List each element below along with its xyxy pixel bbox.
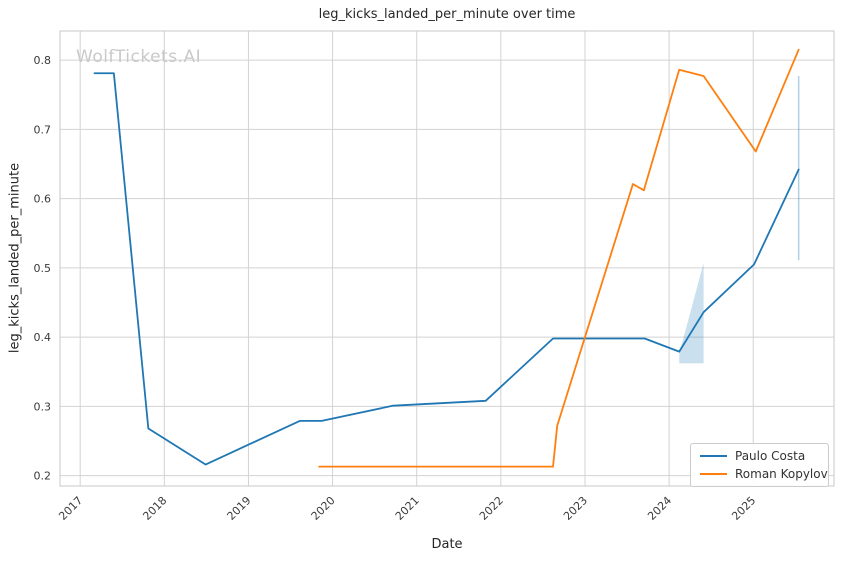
chart-title: leg_kicks_landed_per_minute over time [318, 7, 576, 22]
x-tick-label: 2018 [140, 494, 169, 523]
x-tick-label: 2022 [477, 494, 506, 523]
legend-label: Roman Kopylov [735, 467, 828, 481]
series-line-paulo-costa [93, 72, 800, 466]
y-tick-label: 0.7 [34, 123, 52, 136]
plot-border [59, 30, 835, 487]
x-tick-label: 2021 [393, 494, 422, 523]
legend-item-roman-kopylov: Roman Kopylov [700, 467, 828, 481]
y-tick-label: 0.2 [34, 470, 52, 483]
y-tick-label: 0.8 [34, 54, 52, 67]
x-tick-label: 2023 [561, 494, 590, 523]
x-tick-label: 2024 [645, 494, 674, 523]
x-axis-label: Date [431, 537, 463, 552]
legend-line-swatch [700, 473, 727, 475]
y-tick-label: 0.6 [34, 193, 52, 206]
y-axis-label: leg_kicks_landed_per_minute [7, 162, 23, 354]
x-tick-label: 2019 [225, 494, 254, 523]
legend-label: Paulo Costa [735, 449, 806, 463]
x-tick-label: 2017 [56, 494, 85, 523]
series-line-roman-kopylov [318, 48, 800, 468]
watermark: WolfTickets.AI [76, 47, 202, 67]
confidence-band [679, 263, 704, 364]
legend: Paulo Costa Roman Kopylov [690, 443, 829, 487]
x-tick-label: 2025 [729, 494, 758, 523]
y-tick-label: 0.3 [34, 400, 52, 413]
y-tick-label: 0.5 [34, 262, 52, 275]
x-tick-label: 2020 [309, 494, 338, 523]
legend-item-paulo-costa: Paulo Costa [700, 449, 819, 463]
y-tick-label: 0.4 [34, 331, 52, 344]
legend-line-swatch [700, 455, 727, 457]
